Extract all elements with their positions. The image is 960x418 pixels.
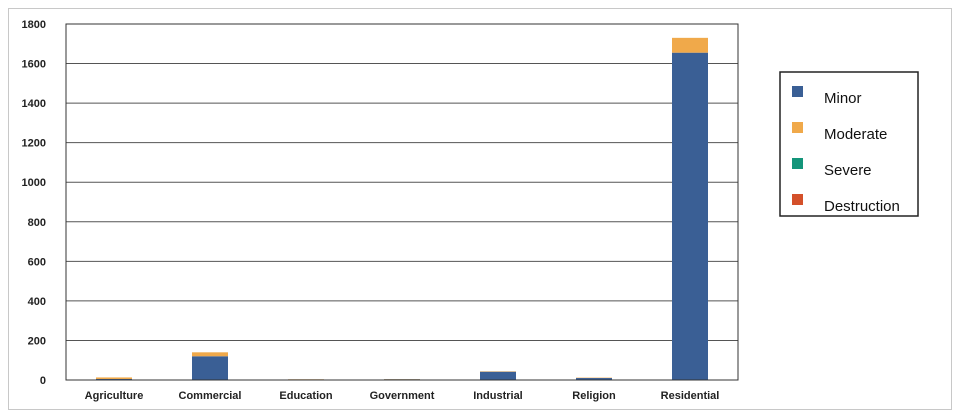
y-tick-label: 600 bbox=[28, 256, 46, 268]
bar-moderate-agriculture bbox=[96, 377, 132, 380]
bar-moderate-commercial bbox=[192, 352, 228, 357]
legend-swatch-minor bbox=[792, 86, 803, 97]
legend-label-minor: Minor bbox=[824, 90, 862, 107]
gridlines bbox=[66, 23, 738, 381]
bar-minor-residential bbox=[672, 52, 708, 381]
bar-minor-commercial bbox=[192, 356, 228, 380]
y-tick-label: 400 bbox=[28, 296, 46, 308]
y-tick-label: 1600 bbox=[22, 59, 46, 71]
legend-label-destruction: Destruction bbox=[824, 198, 900, 215]
x-tick-label: Agriculture bbox=[85, 390, 144, 402]
plot-area-border bbox=[65, 23, 739, 381]
x-tick-label: Religion bbox=[572, 390, 616, 402]
legend-swatch-destruction bbox=[792, 194, 803, 205]
legend-swatch-severe bbox=[792, 158, 803, 169]
bar-moderate-residential bbox=[672, 37, 708, 53]
y-tick-label: 1200 bbox=[22, 138, 46, 150]
bars bbox=[96, 37, 708, 381]
legend-label-moderate: Moderate bbox=[824, 126, 887, 143]
x-axis-labels: Agriculture Commercial Education Government… bbox=[85, 390, 720, 402]
x-tick-label: Education bbox=[279, 390, 332, 402]
x-tick-label: Government bbox=[370, 390, 435, 402]
y-tick-label: 1800 bbox=[22, 19, 46, 31]
y-tick-label: 1000 bbox=[22, 177, 46, 189]
y-tick-label: 200 bbox=[28, 335, 46, 347]
bar-minor-religion bbox=[576, 378, 612, 380]
chart-frame bbox=[8, 8, 952, 410]
x-tick-label: Residential bbox=[661, 390, 720, 402]
bar-minor-industrial bbox=[480, 371, 516, 380]
y-tick-label: 1400 bbox=[22, 98, 46, 110]
y-axis-ticks: 0 200 400 600 800 1000 1200 1400 1600 1800 bbox=[22, 19, 46, 387]
x-tick-label: Commercial bbox=[179, 390, 242, 402]
y-tick-label: 800 bbox=[28, 217, 46, 229]
legend-label-severe: Severe bbox=[824, 162, 872, 179]
legend-swatch-moderate bbox=[792, 122, 803, 133]
legend: Minor Moderate Severe Destruction bbox=[779, 71, 919, 217]
x-tick-label: Industrial bbox=[473, 390, 523, 402]
y-tick-label: 0 bbox=[40, 375, 46, 387]
